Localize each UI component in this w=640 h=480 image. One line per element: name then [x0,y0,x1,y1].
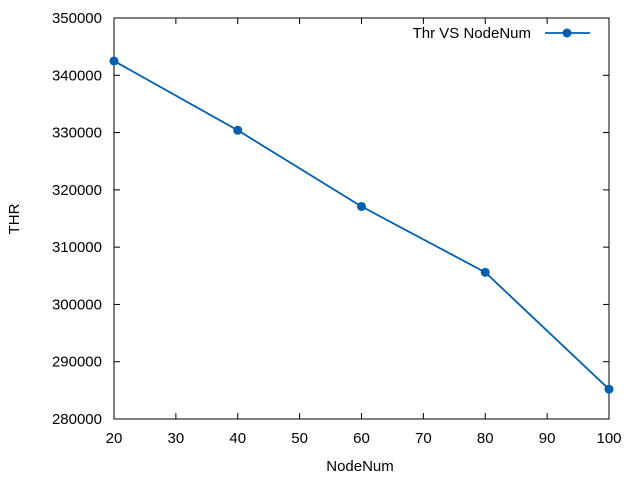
data-point-20 [109,56,119,66]
x-tick-label-20: 20 [106,430,123,447]
x-tick-label-90: 90 [539,430,556,447]
x-tick-label-30: 30 [168,430,185,447]
x-axis-label: NodeNum [326,458,394,475]
y-tick-label-310000: 310000 [52,239,102,256]
data-point-100 [604,384,614,394]
data-point-60 [357,201,366,211]
y-tick-label-290000: 290000 [52,354,102,371]
axis-ticks [113,17,610,420]
data-points [109,56,614,394]
y-tick-label-340000: 340000 [52,67,102,84]
y-tick-label-300000: 300000 [52,296,102,313]
y-tick-label-330000: 330000 [52,125,102,142]
y-tick-label-320000: 320000 [52,182,102,199]
x-tick-label-50: 50 [291,430,308,447]
y-tick-label-280000: 280000 [52,411,102,428]
x-tick-label-80: 80 [477,430,494,447]
data-point-40 [233,125,243,135]
y-tick-label-350000: 350000 [52,10,102,27]
series-line-thr-vs-nodenum [113,60,610,390]
tick-labels: 20 30 40 50 60 70 80 90 100 280000 290000 300000 310… [52,10,622,447]
plot-frame [113,17,610,420]
y-axis-label: THR [6,203,23,234]
x-tick-label-70: 70 [415,430,432,447]
data-point-80 [480,267,490,277]
legend-label: Thr VS NodeNum [413,25,531,42]
x-tick-label-40: 40 [229,430,246,447]
legend: Thr VS NodeNum [413,25,590,42]
x-tick-label-60: 60 [353,430,370,447]
legend-marker [562,28,572,38]
x-tick-label-100: 100 [596,430,621,447]
